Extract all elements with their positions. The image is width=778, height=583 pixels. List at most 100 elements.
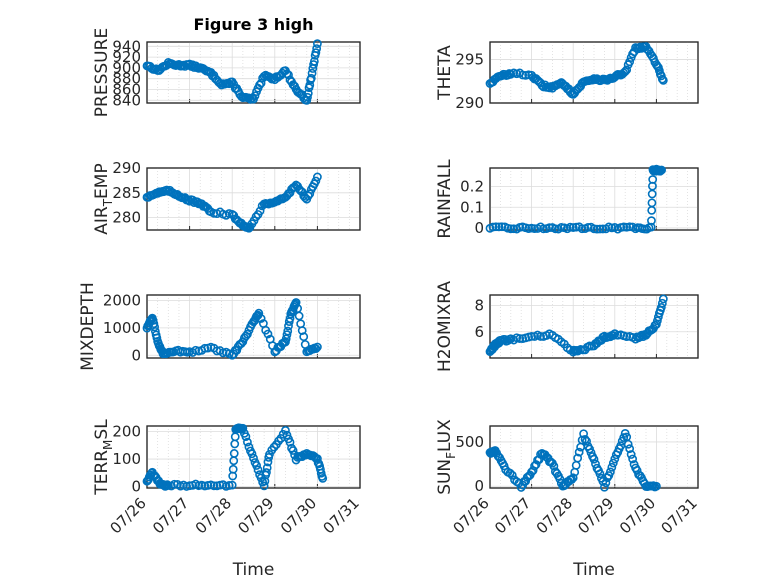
data-point [600,482,609,492]
data-point [227,480,237,490]
data-point [652,481,661,491]
data-point [312,342,322,352]
y-axis-label: H2OMIXRA [435,281,455,372]
data-point [260,476,270,486]
data-point [255,80,264,90]
data-point [244,442,254,452]
data-point [282,330,292,340]
data-point [303,92,312,102]
data-point [255,206,265,216]
data-point [294,311,304,321]
subplot-mixdepth: 0 1000 2000 MIXDEPTH [78,282,361,371]
y-tick-label: 290 [112,159,141,177]
y-axis-label: MIXDEPTH [78,282,98,371]
data-point [589,454,599,464]
y-tick-label: 840 [112,91,141,109]
y-tick-label: 900 [112,59,141,77]
y-axis-label: THETA [435,45,455,101]
data-point [251,212,261,222]
data-point [150,322,160,332]
data-point [657,298,667,308]
data-point [622,65,632,75]
subplot-rainfall: 0 0.1 0.2 RAINFALL [435,159,699,239]
y-axis-label: RAINFALL [435,159,455,239]
data-point [518,70,528,80]
data-point [311,48,321,58]
data-point [262,463,272,473]
y-tick-label: 0.2 [460,178,484,196]
axes-border [146,425,361,489]
axes-border [489,41,699,104]
data-point [253,465,263,475]
data-point [303,89,313,98]
data-point [625,57,635,67]
x-axis-label: Time [572,560,615,580]
data-point [209,481,219,491]
data-point [152,333,162,343]
data-point [241,432,251,442]
y-tick-label: 880 [112,70,141,88]
data-point [254,308,264,318]
data-series [485,164,666,234]
data-point [505,468,515,478]
data-point [259,481,269,491]
y-axis-label: AIRTEMP [92,163,115,234]
data-point [589,224,599,234]
x-tick-label: 07/26 [107,494,150,537]
data-point [250,91,260,101]
data-point [592,224,602,234]
data-point [527,331,536,341]
x-tick-label: 07/30 [616,494,659,537]
y-tick-label: 0 [131,478,141,496]
data-point [583,222,593,232]
y-tick-label: 0 [474,219,484,237]
data-point [307,68,317,78]
data-point [309,56,319,66]
y-tick-label: 280 [112,209,141,227]
data-point [284,70,293,80]
subplot-sun-flux: 0 500SUNFLUX07/2607/2707/2807/2907/3007/3… [435,419,701,580]
data-point [491,222,501,232]
data-point [579,429,588,439]
data-point [252,461,261,470]
data-point [494,222,504,232]
y-tick-label: 6 [474,323,484,341]
data-point [607,462,617,472]
data-point [285,437,295,447]
data-point [595,469,605,479]
data-point [647,216,656,226]
data-point [539,224,548,234]
data-point [274,436,284,446]
data-point [656,303,666,312]
chart-title: Figure 3 high [194,15,314,34]
y-tick-label: 295 [455,50,484,68]
data-point [619,222,629,232]
data-point [291,298,301,307]
y-tick-label: 8 [474,297,484,315]
data-point [582,436,591,446]
data-point [556,223,566,232]
data-point [263,329,273,339]
data-point [238,423,248,433]
data-series [485,294,668,357]
x-tick-label: 07/28 [533,494,576,537]
data-point [623,439,633,449]
data-point [269,442,279,452]
data-point [652,61,662,71]
data-point [265,450,274,459]
x-tick-label: 07/31 [320,494,363,537]
data-point [209,208,219,218]
data-point [312,454,322,464]
data-point [658,294,668,304]
data-point [224,481,234,490]
data-point [635,332,645,342]
x-tick-label: 07/27 [491,494,534,537]
y-tick-label: 0.1 [460,198,484,216]
data-point [595,224,605,234]
data-series [142,39,322,105]
data-point [530,224,539,234]
data-point [549,461,559,471]
